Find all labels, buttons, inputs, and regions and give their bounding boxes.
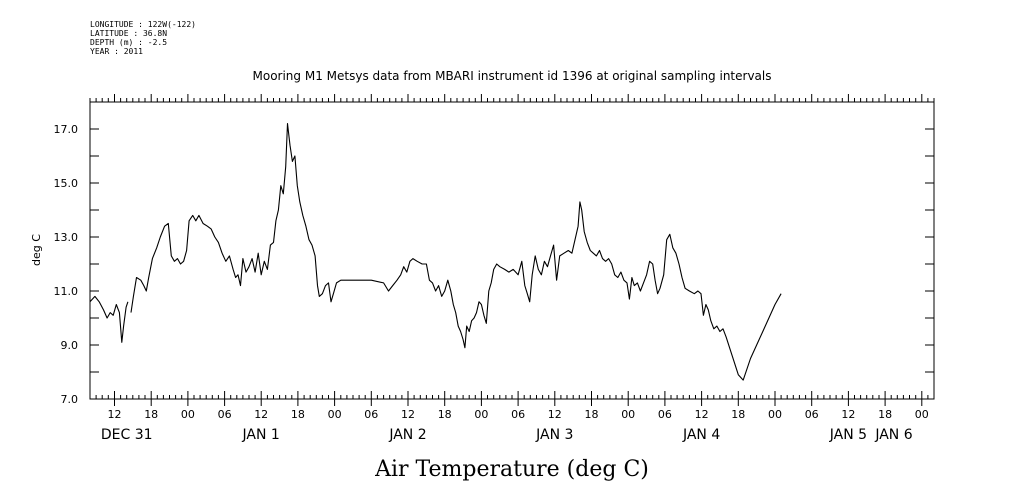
x-tick-label: 18 <box>438 408 452 421</box>
y-tick-label: 7.0 <box>61 393 79 406</box>
x-tick-label: 00 <box>915 408 929 421</box>
meta-latitude: LATITUDE : 36.8N <box>90 29 168 38</box>
y-tick-label: 15.0 <box>54 177 79 190</box>
x-day-label: JAN 2 <box>388 427 426 443</box>
chart-title: Mooring M1 Metsys data from MBARI instru… <box>253 69 772 83</box>
x-tick-label: 12 <box>401 408 415 421</box>
x-tick-label: 06 <box>658 408 672 421</box>
x-tick-label: 00 <box>621 408 635 421</box>
x-tick-label: 06 <box>805 408 819 421</box>
x-day-label: JAN 3 <box>535 427 573 443</box>
meta-depth: DEPTH (m) : -2.5 <box>90 38 168 47</box>
x-tick-label: 00 <box>768 408 782 421</box>
x-tick-label: 18 <box>291 408 305 421</box>
series-group <box>89 123 782 381</box>
plot-frame <box>89 101 935 400</box>
x-day-label: JAN 5 <box>829 427 867 443</box>
series-line-segment-0-0 <box>89 295 129 343</box>
x-tick-label: 12 <box>254 408 268 421</box>
x-tick-label: 12 <box>841 408 855 421</box>
x-axis: 12 18 00 06 12 18 00 06 12 18 00 06 12 18 00 06 12 18 00 06… <box>89 94 935 443</box>
x-tick-label: 12 <box>548 408 562 421</box>
x-tick-label: 06 <box>218 408 232 421</box>
x-tick-label: 12 <box>695 408 709 421</box>
x-tick-label: 18 <box>878 408 892 421</box>
series-line-segment-0-1 <box>130 123 782 381</box>
x-day-label: DEC 31 <box>101 427 153 443</box>
x-tick-label: 00 <box>181 408 195 421</box>
meta-year: YEAR : 2011 <box>90 47 143 56</box>
x-tick-label: 00 <box>474 408 488 421</box>
x-day-label: JAN 1 <box>242 427 280 443</box>
x-tick-label: 12 <box>108 408 122 421</box>
x-day-label: JAN 6 <box>874 427 912 443</box>
x-tick-label: 00 <box>328 408 342 421</box>
metadata-block: LONGITUDE : 122W(-122) LATITUDE : 36.8N … <box>90 20 196 56</box>
meta-longitude: LONGITUDE : 122W(-122) <box>90 20 196 29</box>
x-axis-label: Air Temperature (deg C) <box>374 457 649 482</box>
x-tick-label: 18 <box>144 408 158 421</box>
x-tick-label: 18 <box>731 408 745 421</box>
x-tick-label: 18 <box>585 408 599 421</box>
x-tick-label: 06 <box>511 408 525 421</box>
y-axis: 7.0 9.0 11.0 13.0 15.0 17.0 <box>54 101 934 406</box>
y-tick-label: 9.0 <box>61 339 79 352</box>
y-tick-label: 17.0 <box>54 123 79 136</box>
x-tick-label: 06 <box>364 408 378 421</box>
y-axis-label: deg C <box>30 234 43 266</box>
x-day-label: JAN 4 <box>682 427 720 443</box>
y-tick-label: 11.0 <box>54 285 79 298</box>
y-tick-label: 13.0 <box>54 231 79 244</box>
